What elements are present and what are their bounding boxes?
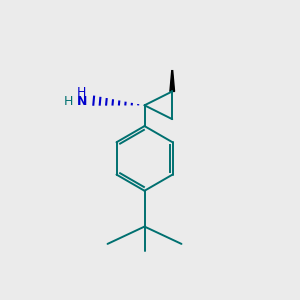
Text: H: H	[64, 95, 73, 108]
Text: N: N	[77, 95, 87, 108]
Polygon shape	[170, 70, 175, 92]
Text: H: H	[76, 86, 86, 99]
